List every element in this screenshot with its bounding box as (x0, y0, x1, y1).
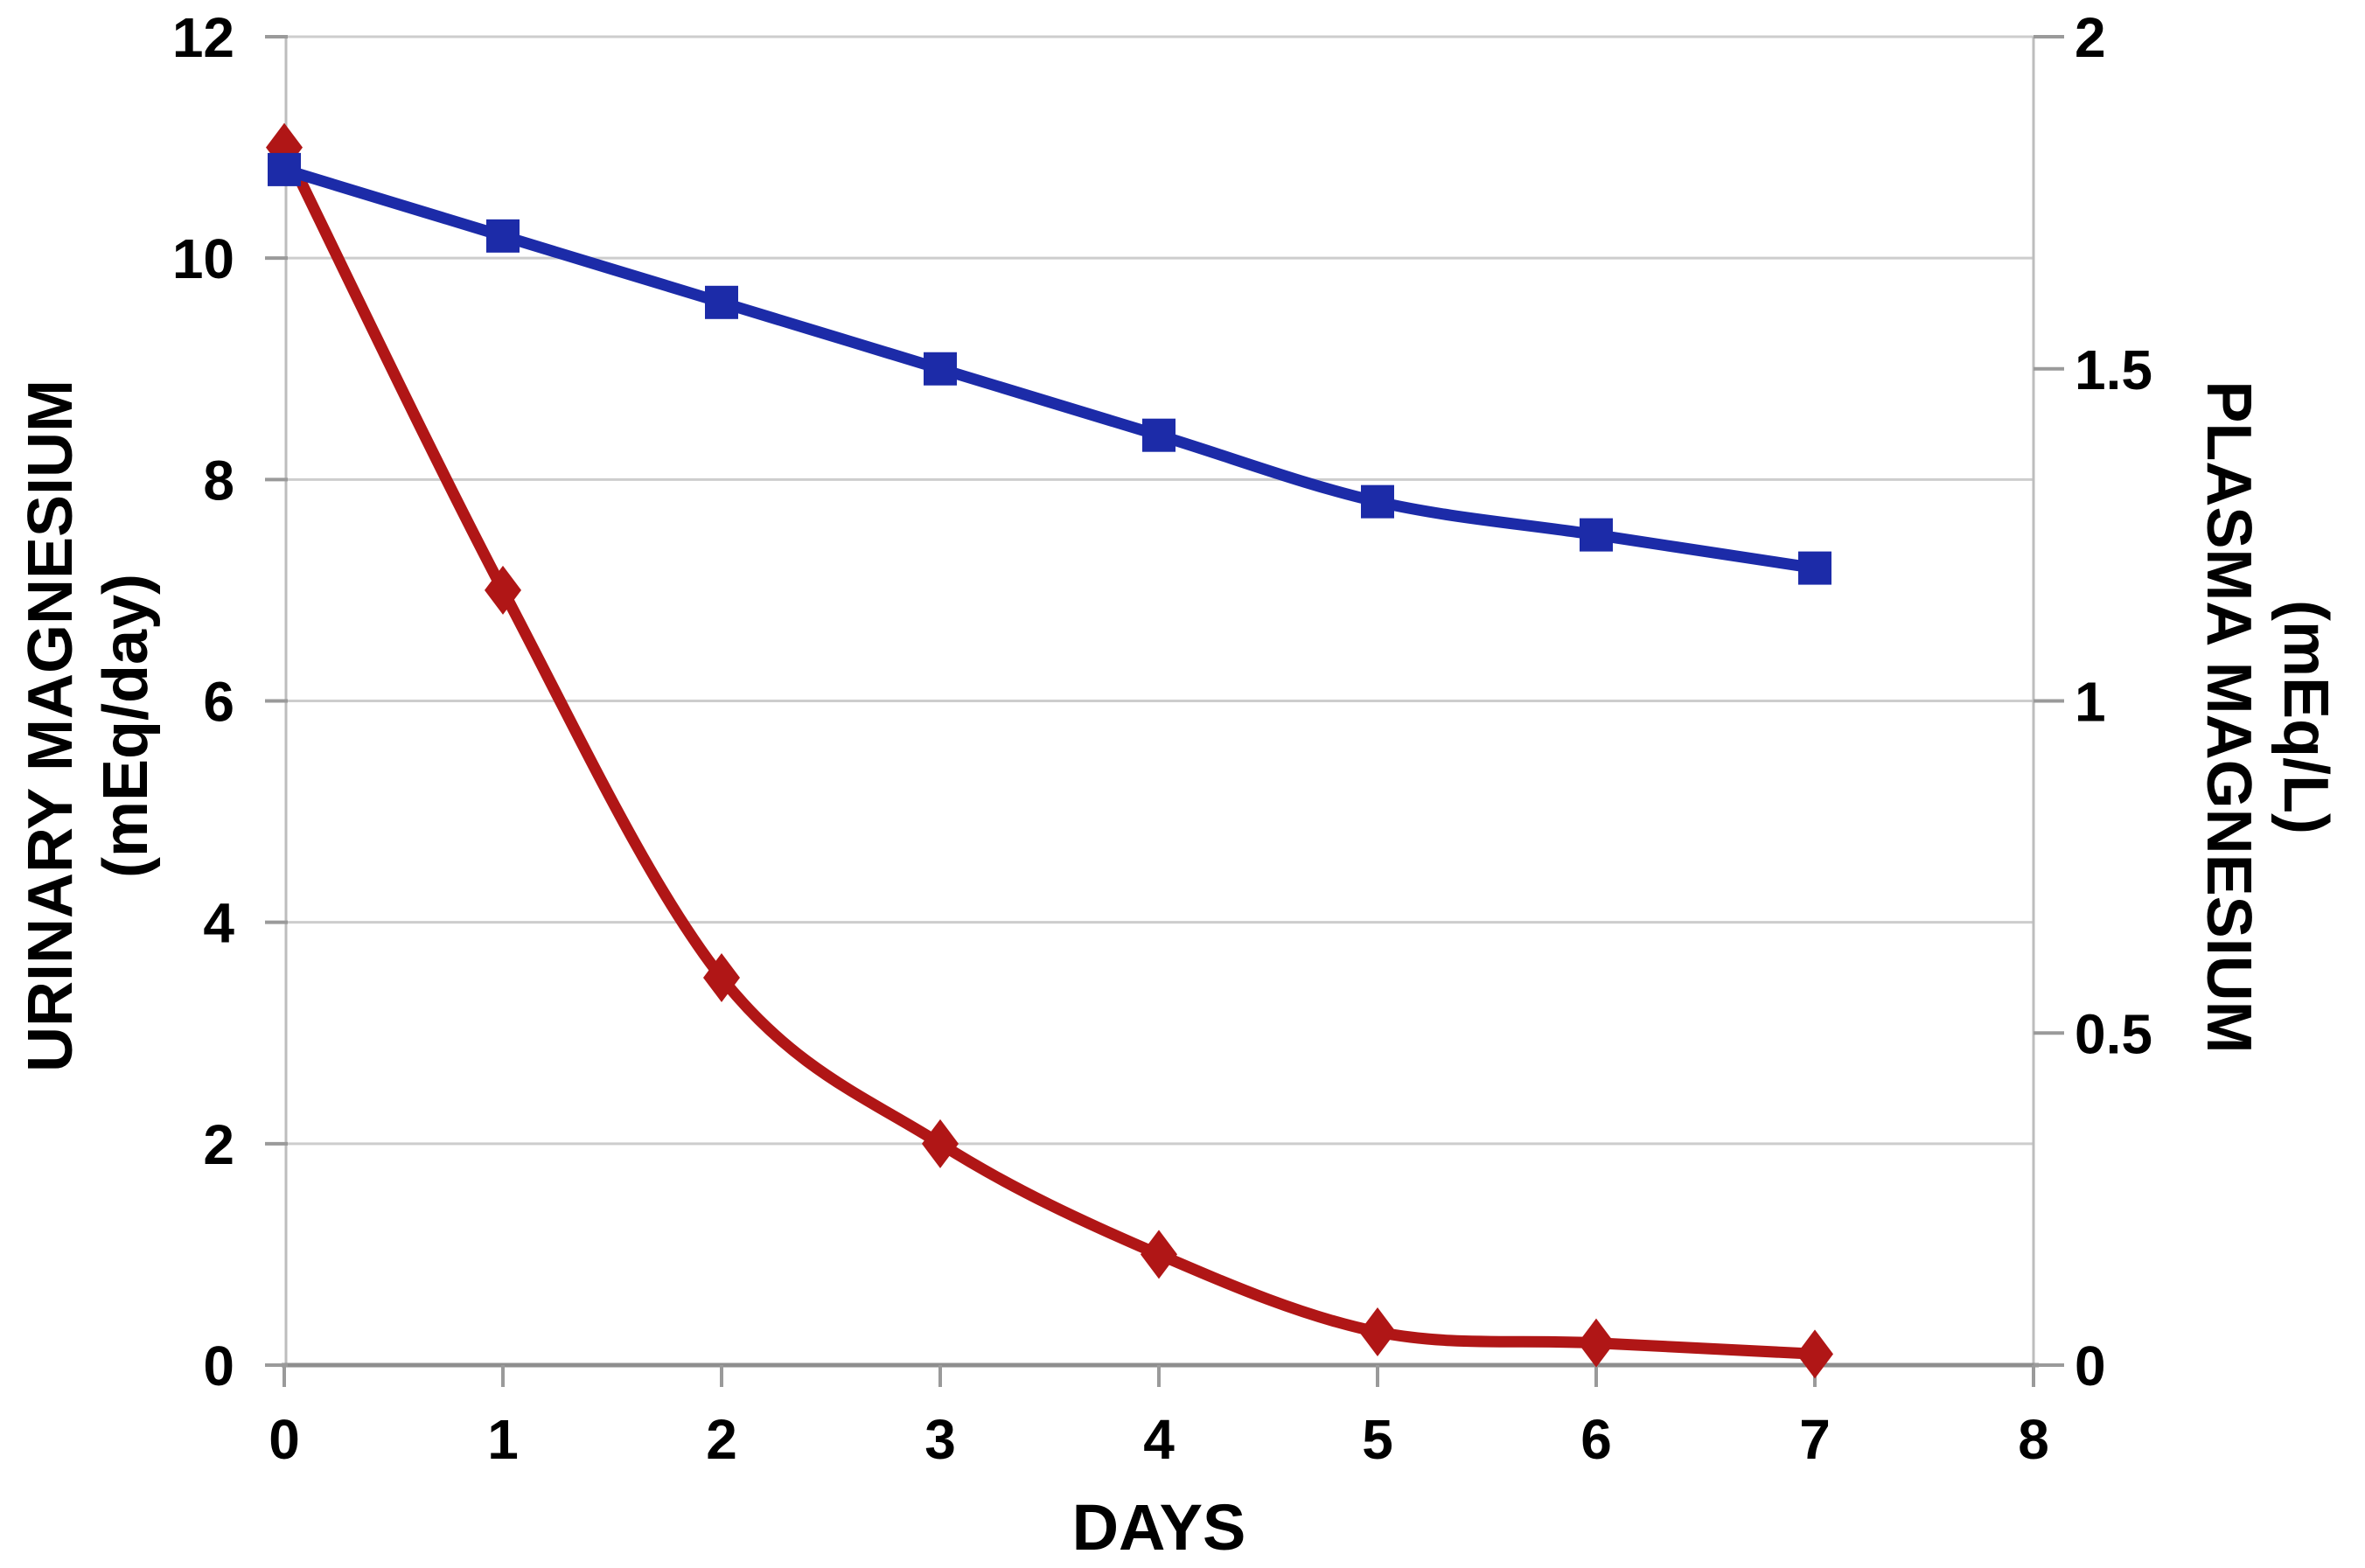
plasma-magnesium-marker (268, 152, 301, 186)
right-axis-tick-label: 0 (2075, 1335, 2106, 1397)
right-axis-title-line1: PLASMA MAGNESIUM (2194, 380, 2264, 1053)
left-axis-tick-label: 10 (172, 227, 234, 290)
left-axis-title-line2: (mEq/day) (91, 574, 161, 878)
plasma-magnesium-marker (1580, 518, 1613, 552)
right-axis-tick-label: 1 (2075, 671, 2106, 734)
x-axis-tick-label: 6 (1580, 1408, 1612, 1471)
axis-layer (265, 35, 2064, 1387)
plasma-magnesium-marker (924, 352, 957, 386)
plasma-magnesium-marker (705, 285, 738, 319)
x-axis-tick-label: 7 (1799, 1408, 1831, 1471)
right-axis-tick-label: 1.5 (2075, 338, 2152, 401)
left-axis-tick-label: 6 (203, 671, 234, 734)
right-axis-tick-label: 2 (2075, 6, 2106, 69)
right-axis-title-line2: (mEq/L) (2271, 600, 2341, 834)
x-axis-tick-label: 2 (706, 1408, 737, 1471)
right-axis-tick-label: 0.5 (2075, 1002, 2152, 1065)
left-axis-tick-label: 2 (203, 1113, 234, 1176)
series-layer (266, 122, 1833, 1379)
urinary-magnesium-marker (703, 952, 740, 1002)
plasma-magnesium-marker (486, 219, 520, 253)
urinary-magnesium-marker (1796, 1329, 1833, 1379)
urinary-magnesium-line (278, 142, 1821, 1360)
left-axis-tick-label: 8 (203, 449, 234, 512)
urinary-magnesium-marker (1359, 1307, 1396, 1357)
x-axis-tick-label: 3 (924, 1408, 956, 1471)
x-axis-tick-label: 5 (1362, 1408, 1393, 1471)
gridline-layer (284, 35, 2034, 1146)
x-axis-tick-label: 8 (2018, 1408, 2049, 1471)
left-axis-tick-label: 12 (172, 6, 234, 69)
urinary-magnesium-marker (922, 1119, 959, 1168)
urinary-magnesium-marker (1578, 1318, 1615, 1368)
left-axis-tick-label: 4 (203, 892, 234, 955)
left-axis-tick-label: 0 (203, 1335, 234, 1397)
x-axis-title: DAYS (1072, 1491, 1246, 1564)
plasma-magnesium-marker (1142, 418, 1176, 452)
urinary-magnesium-marker (1141, 1230, 1177, 1279)
plasma-magnesium-line (278, 164, 1821, 575)
plasma-magnesium-marker (1798, 551, 1831, 585)
urinary-magnesium-marker (485, 565, 521, 615)
plasma-magnesium-marker (1361, 484, 1394, 519)
x-axis-tick-label: 0 (269, 1408, 300, 1471)
x-axis-tick-label: 4 (1143, 1408, 1175, 1471)
x-axis-tick-label: 1 (487, 1408, 519, 1471)
left-axis-title-line1: URINARY MAGNESIUM (16, 380, 86, 1072)
